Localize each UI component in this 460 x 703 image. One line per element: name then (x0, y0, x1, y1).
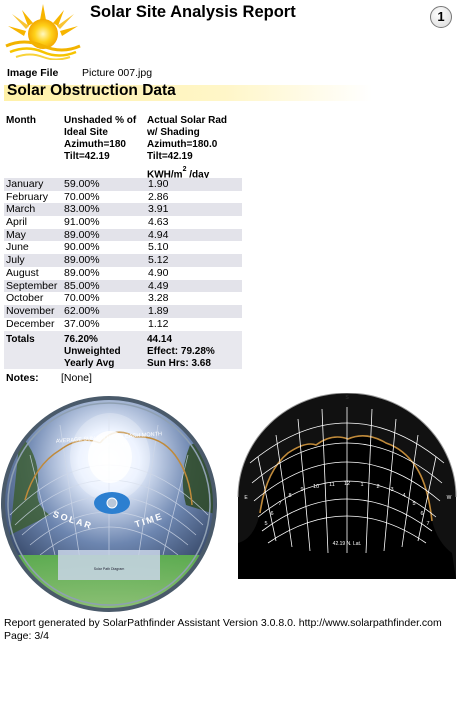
svg-text:11: 11 (329, 482, 335, 488)
table-row: November 62.00% 1.89 (4, 304, 242, 318)
report-title: Solar Site Analysis Report (90, 3, 296, 21)
latitude-label: 42.19 N. Lat. (333, 541, 362, 547)
svg-text:6: 6 (420, 511, 423, 517)
yearly-avg-label: Yearly Avg (64, 358, 115, 369)
monthly-table: January 59.00% 1.90 February 70.00% 2.86 Mar… (4, 178, 242, 330)
notes-label: Notes: (6, 372, 39, 384)
svg-text:4: 4 (402, 493, 405, 499)
table-row: September 85.00% 4.49 (4, 279, 242, 293)
table-row: May 89.00% 4.94 (4, 228, 242, 242)
header-unshaded: Unshaded % of Ideal Site Azimuth=180 Til… (64, 115, 137, 162)
table-row: December 37.00% 1.12 (6, 317, 169, 330)
section-title: Solar Obstruction Data (7, 82, 176, 99)
table-row: February 70.00% 2.86 (6, 190, 169, 203)
svg-text:1: 1 (360, 482, 363, 488)
totals-label: Totals (6, 334, 35, 345)
svg-text:6: 6 (270, 511, 273, 517)
notes-value: [None] (61, 372, 92, 384)
svg-text:Solar Path Diagram: Solar Path Diagram (94, 567, 125, 571)
unweighted-label: Unweighted (64, 346, 121, 357)
image-file-label: Image File (7, 67, 59, 79)
compass-east: E (244, 495, 248, 501)
totals-rad: 44.14 (147, 334, 173, 345)
header-solar-rad: Actual Solar Rad w/ Shading Azimuth=180.… (147, 115, 228, 162)
svg-text:FOR 37° N LAT.: FOR 37° N LAT. (92, 443, 128, 449)
svg-text:10: 10 (313, 484, 319, 490)
svg-text:7: 7 (278, 501, 281, 507)
totals-block: Totals 76.20% 44.14 Unweighted Effect: 7… (4, 331, 242, 369)
svg-text:7: 7 (426, 521, 429, 527)
table-row: April 91.00% 4.63 (6, 216, 169, 229)
sun-logo-icon (5, 4, 81, 60)
footer-page-number: Page: 3/4 (4, 630, 49, 642)
page-number-badge: 1 (430, 6, 452, 28)
pathfinder-photo: AVERAGE SUN PATH FOR EACH MONTH FOR 37° … (1, 396, 217, 612)
header-month: Month (6, 115, 36, 126)
svg-text:8: 8 (288, 493, 291, 499)
section-highlight-bar (4, 85, 372, 101)
svg-text:5: 5 (412, 501, 415, 507)
totals-unshaded: 76.20% (64, 334, 98, 345)
svg-text:12: 12 (344, 481, 350, 487)
footer-generated-by: Report generated by SolarPathfinder Assi… (4, 617, 442, 629)
svg-text:9: 9 (300, 487, 303, 493)
effect-value: Effect: 79.28% (147, 346, 215, 357)
unit-label: KWH/m2 /day (147, 166, 210, 181)
sun-path-diagram: 5 6 7 8 9 10 11 12 1 2 3 4 5 6 7 42.19 N… (237, 393, 457, 579)
table-row: August 89.00% 4.90 (6, 266, 169, 279)
svg-text:3: 3 (390, 487, 393, 493)
compass-west: W (447, 495, 452, 501)
compass-south: S (345, 395, 349, 401)
table-row: June 90.00% 5.10 (6, 241, 169, 254)
table-row: July 89.00% 5.12 (4, 254, 242, 267)
svg-text:5: 5 (264, 521, 267, 527)
table-row: March 83.00% 3.91 (4, 203, 242, 217)
table-row: October 70.00% 3.28 (6, 292, 169, 305)
sun-hours-value: Sun Hrs: 3.68 (147, 358, 211, 369)
svg-text:2: 2 (376, 484, 379, 490)
table-row: January 59.00% 1.90 (4, 178, 242, 191)
image-file-value: Picture 007.jpg (82, 67, 153, 79)
